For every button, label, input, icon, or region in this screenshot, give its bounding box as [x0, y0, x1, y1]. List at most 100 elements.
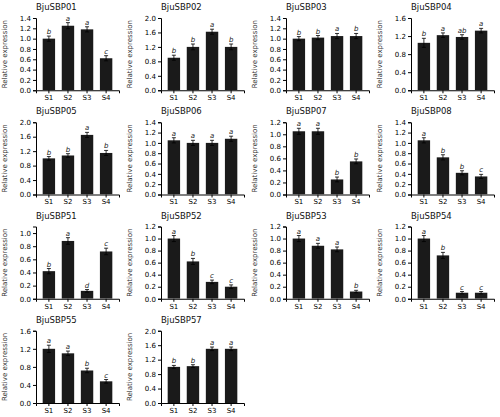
error-bar	[335, 247, 339, 252]
panel-title: BjuSBP52	[161, 211, 202, 221]
y-tick-mark	[33, 137, 36, 138]
y-tick: 2.0	[145, 15, 161, 23]
annotations: abcc	[172, 228, 233, 285]
error-bar	[316, 36, 320, 40]
x-tick-label: S1	[44, 198, 53, 206]
y-axis-line	[408, 19, 412, 91]
x-tick: S1	[44, 299, 53, 311]
x-tick-mark	[212, 403, 213, 406]
significance-label: a	[316, 120, 320, 128]
y-axis: 0.00.40.81.21.62.0	[20, 119, 37, 199]
x-tick: S1	[419, 195, 428, 207]
y-tick-mark	[408, 54, 411, 55]
bar	[206, 143, 218, 195]
y-tick-label: 1.6	[20, 327, 32, 335]
y-tick-label: 1.2	[395, 129, 406, 137]
figure: 0.00.20.40.60.81.01.21.4S1S2S3S4baacRela…	[0, 0, 500, 417]
y-tick: 1.4	[145, 119, 161, 127]
y-tick: 1.4	[395, 119, 411, 127]
y-tick: 0.0	[145, 191, 161, 199]
y-tick: 0.8	[270, 46, 286, 54]
y-tick: 1.2	[145, 356, 161, 364]
y-tick-mark	[158, 299, 161, 300]
x-tick-mark	[337, 195, 338, 198]
y-tick-label: 0.2	[270, 283, 281, 291]
y-tick-label: 1.0	[270, 131, 281, 139]
x-axis-line	[287, 299, 370, 302]
y-tick-mark	[408, 122, 411, 123]
error-bar	[191, 140, 195, 145]
y-tick-label: 0.8	[20, 243, 31, 251]
bar	[475, 31, 487, 91]
y-axis-title: Relative expression	[1, 229, 9, 297]
error-bar	[191, 365, 195, 368]
x-tick: S1	[169, 403, 178, 415]
annotations: abcc	[422, 228, 483, 292]
y-axis: 0.00.20.40.60.81.01.21.4	[145, 119, 162, 199]
y-tick-label: 0.0	[20, 295, 31, 303]
y-tick-label: 0.4	[145, 73, 157, 81]
bar	[312, 38, 324, 91]
x-tick-mark	[317, 299, 318, 302]
plot-area	[293, 128, 363, 194]
x-tick-mark	[192, 403, 193, 406]
error-bar	[85, 27, 89, 32]
y-axis: 0.00.20.40.60.81.01.2	[395, 223, 412, 303]
y-tick-mark	[158, 345, 161, 346]
significance-label: a	[210, 132, 214, 140]
y-tick: 1.0	[20, 35, 36, 43]
y-tick-mark	[158, 360, 161, 361]
error-bar	[104, 380, 108, 384]
significance-label: a	[479, 20, 483, 28]
y-axis-line	[33, 19, 37, 91]
y-tick-label: 0.6	[395, 160, 407, 168]
y-tick-mark	[33, 259, 36, 260]
significance-label: c	[229, 277, 233, 285]
x-tick-mark	[442, 195, 443, 198]
y-tick-mark	[408, 299, 411, 300]
y-tick-mark	[158, 143, 161, 144]
y-axis-title: Relative expression	[1, 333, 9, 401]
error-bar	[335, 33, 339, 38]
y-tick-mark	[158, 18, 161, 19]
x-tick: S1	[44, 403, 53, 415]
y-tick: 0.8	[395, 150, 411, 158]
y-tick: 1.2	[145, 44, 161, 52]
error-bar	[66, 238, 70, 245]
y-tick: 1.0	[270, 235, 286, 243]
y-tick: 0.0	[395, 87, 411, 95]
x-tick-mark	[298, 299, 299, 302]
y-tick-mark	[283, 80, 286, 81]
y-tick-label: 0.4	[270, 167, 282, 175]
y-tick-label: 0.2	[270, 77, 281, 85]
y-axis-line	[408, 123, 412, 195]
y-tick: 0.0	[145, 400, 161, 408]
y-axis: 0.00.40.81.21.6	[20, 327, 37, 407]
y-tick-label: 0.4	[395, 271, 407, 279]
significance-label: a	[441, 25, 445, 33]
y-tick-label: 1.6	[395, 15, 407, 23]
y-tick-mark	[33, 195, 36, 196]
x-tick-label: S2	[189, 303, 198, 311]
bar	[187, 366, 199, 403]
x-tick: S2	[314, 90, 323, 102]
x-tick-mark	[231, 90, 232, 93]
significance-label: c	[104, 240, 108, 248]
y-tick-label: 0.6	[270, 56, 282, 64]
x-tick-mark	[231, 403, 232, 406]
y-tick-mark	[283, 18, 286, 19]
significance-label: a	[335, 239, 339, 247]
bar	[168, 140, 180, 194]
y-tick-label: 0.4	[145, 171, 157, 179]
y-axis-title: Relative expression	[1, 124, 9, 192]
y-tick-label: 0.0	[145, 87, 156, 95]
x-tick: S2	[314, 299, 323, 311]
y-tick-label: 1.0	[145, 235, 156, 243]
y-axis: 0.00.20.40.60.81.0	[20, 227, 37, 303]
error-bar	[335, 177, 339, 182]
y-tick: 0.2	[20, 282, 36, 290]
y-tick: 1.2	[270, 223, 286, 231]
y-tick: 0.4	[270, 271, 286, 279]
y-tick: 1.0	[270, 35, 286, 43]
y-tick: 1.6	[20, 133, 36, 141]
